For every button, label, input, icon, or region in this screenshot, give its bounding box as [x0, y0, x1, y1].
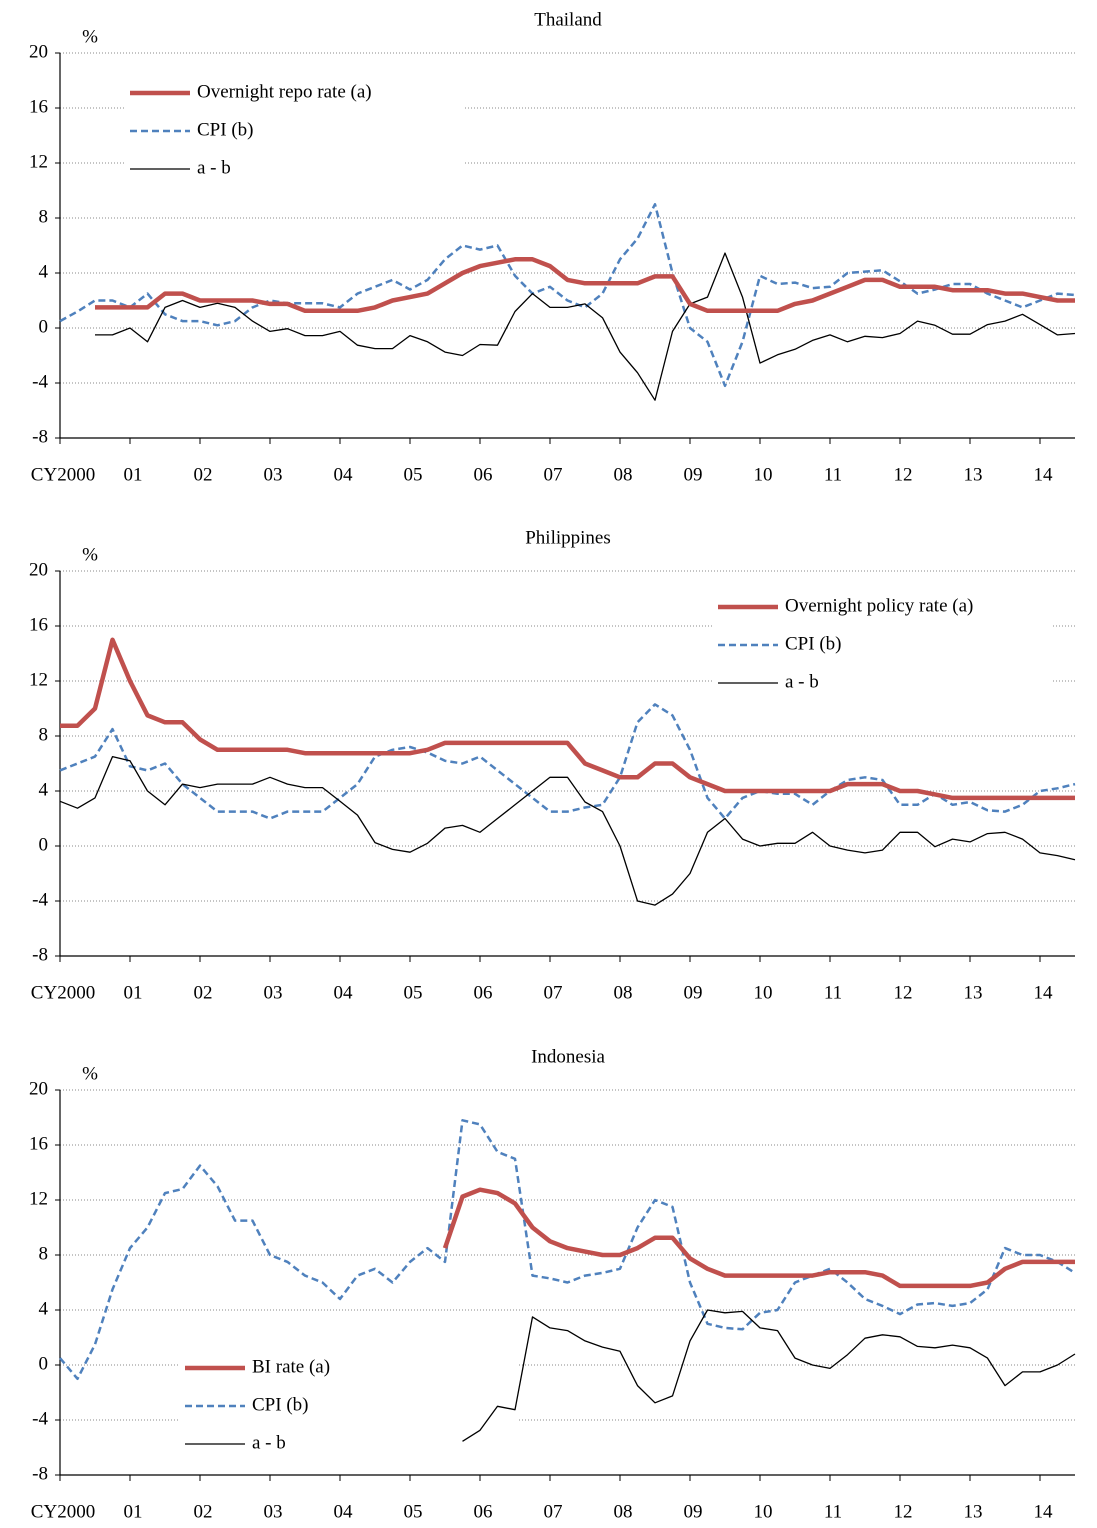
legend-label: a - b: [197, 157, 231, 178]
x-tick-label: 09: [684, 982, 703, 1003]
y-axis-label: %: [82, 544, 98, 565]
data-line: [442, 1187, 1075, 1289]
x-tick-label: CY2000: [31, 1501, 95, 1522]
y-tick-label: -4: [32, 1408, 48, 1429]
y-tick-label: 8: [39, 206, 49, 227]
y-tick-label: 4: [39, 1298, 49, 1319]
x-tick-label: 03: [264, 982, 283, 1003]
x-tick-label: 13: [964, 982, 983, 1003]
chart-title: Thailand: [534, 9, 602, 30]
x-tick-label: 11: [824, 982, 842, 1003]
x-tick-label: 14: [1034, 982, 1054, 1003]
x-tick-label: 07: [544, 982, 563, 1003]
legend-label: CPI (b): [197, 119, 253, 140]
chart-title: Philippines: [525, 527, 611, 548]
x-tick-label: 08: [614, 1501, 633, 1522]
y-axis-label: %: [82, 1063, 98, 1084]
y-tick-label: 8: [39, 724, 49, 745]
x-tick-label: 12: [894, 982, 913, 1003]
x-tick-label: CY2000: [31, 464, 95, 485]
y-tick-label: 20: [29, 1078, 48, 1099]
y-tick-label: -8: [32, 1463, 48, 1484]
x-tick-label: 10: [754, 1501, 773, 1522]
x-tick-label: 11: [824, 464, 842, 485]
x-tick-label: 07: [544, 464, 563, 485]
data-line: [462, 1309, 1076, 1442]
x-tick-label: 04: [334, 464, 354, 485]
y-tick-label: 20: [29, 41, 48, 62]
x-tick-label: 13: [964, 1501, 983, 1522]
x-tick-label: CY2000: [31, 982, 95, 1003]
x-tick-label: 01: [124, 464, 143, 485]
x-tick-label: 14: [1034, 464, 1054, 485]
legend-label: Overnight policy rate (a): [785, 595, 973, 616]
x-tick-label: 12: [894, 1501, 913, 1522]
x-tick-label: 07: [544, 1501, 563, 1522]
y-axis-label: %: [82, 26, 98, 47]
x-tick-label: 01: [124, 1501, 143, 1522]
x-tick-label: 08: [614, 464, 633, 485]
x-tick-label: 06: [474, 464, 493, 485]
legend-label: CPI (b): [252, 1394, 308, 1415]
y-tick-label: -8: [32, 426, 48, 447]
x-tick-label: 05: [404, 1501, 423, 1522]
legend-label: a - b: [785, 671, 819, 692]
legend-label: a - b: [252, 1432, 286, 1453]
y-tick-label: 12: [29, 1188, 48, 1209]
y-tick-label: -4: [32, 889, 48, 910]
y-tick-label: 16: [29, 614, 48, 635]
data-line: [59, 1119, 1076, 1381]
x-tick-label: 06: [474, 1501, 493, 1522]
y-tick-label: 12: [29, 151, 48, 172]
x-tick-label: 05: [404, 464, 423, 485]
y-tick-label: 0: [39, 316, 49, 337]
data-line: [59, 755, 1076, 906]
legend-label: CPI (b): [785, 633, 841, 654]
y-tick-label: 12: [29, 669, 48, 690]
x-tick-label: 14: [1034, 1501, 1054, 1522]
x-tick-label: 13: [964, 464, 983, 485]
x-tick-label: 02: [194, 982, 213, 1003]
y-tick-label: 16: [29, 96, 48, 117]
x-tick-label: 08: [614, 982, 633, 1003]
x-tick-label: 02: [194, 464, 213, 485]
data-line: [59, 703, 1076, 820]
legend: Overnight policy rate (a) CPI (b) a - b: [712, 587, 1052, 707]
x-tick-label: 11: [824, 1501, 842, 1522]
y-tick-label: 4: [39, 261, 49, 282]
x-tick-label: 04: [334, 982, 354, 1003]
x-tick-label: 04: [334, 1501, 354, 1522]
y-tick-label: 20: [29, 559, 48, 580]
x-tick-label: 09: [684, 1501, 703, 1522]
x-tick-label: 03: [264, 1501, 283, 1522]
x-tick-label: 12: [894, 464, 913, 485]
y-tick-label: 16: [29, 1133, 48, 1154]
x-tick-label: 10: [754, 464, 773, 485]
x-tick-label: 03: [264, 464, 283, 485]
legend-label: BI rate (a): [252, 1356, 330, 1377]
x-tick-label: 06: [474, 982, 493, 1003]
x-tick-label: 05: [404, 982, 423, 1003]
data-line: [95, 252, 1076, 401]
y-tick-label: 8: [39, 1243, 49, 1264]
chart-title: Indonesia: [531, 1046, 605, 1067]
y-tick-label: 4: [39, 779, 49, 800]
data-line: [59, 203, 1076, 388]
data-line: [95, 257, 1075, 314]
x-tick-label: 10: [754, 982, 773, 1003]
x-tick-label: 01: [124, 982, 143, 1003]
y-tick-label: -8: [32, 944, 48, 965]
y-tick-label: 0: [39, 834, 49, 855]
y-tick-label: -4: [32, 371, 48, 392]
y-tick-label: 0: [39, 1353, 49, 1374]
legend: Overnight repo rate (a) CPI (b) a - b: [124, 73, 464, 193]
data-line: [60, 637, 1075, 801]
x-tick-label: 02: [194, 1501, 213, 1522]
legend-label: Overnight repo rate (a): [197, 81, 372, 102]
x-tick-label: 09: [684, 464, 703, 485]
legend: BI rate (a) CPI (b) a - b: [179, 1348, 519, 1468]
